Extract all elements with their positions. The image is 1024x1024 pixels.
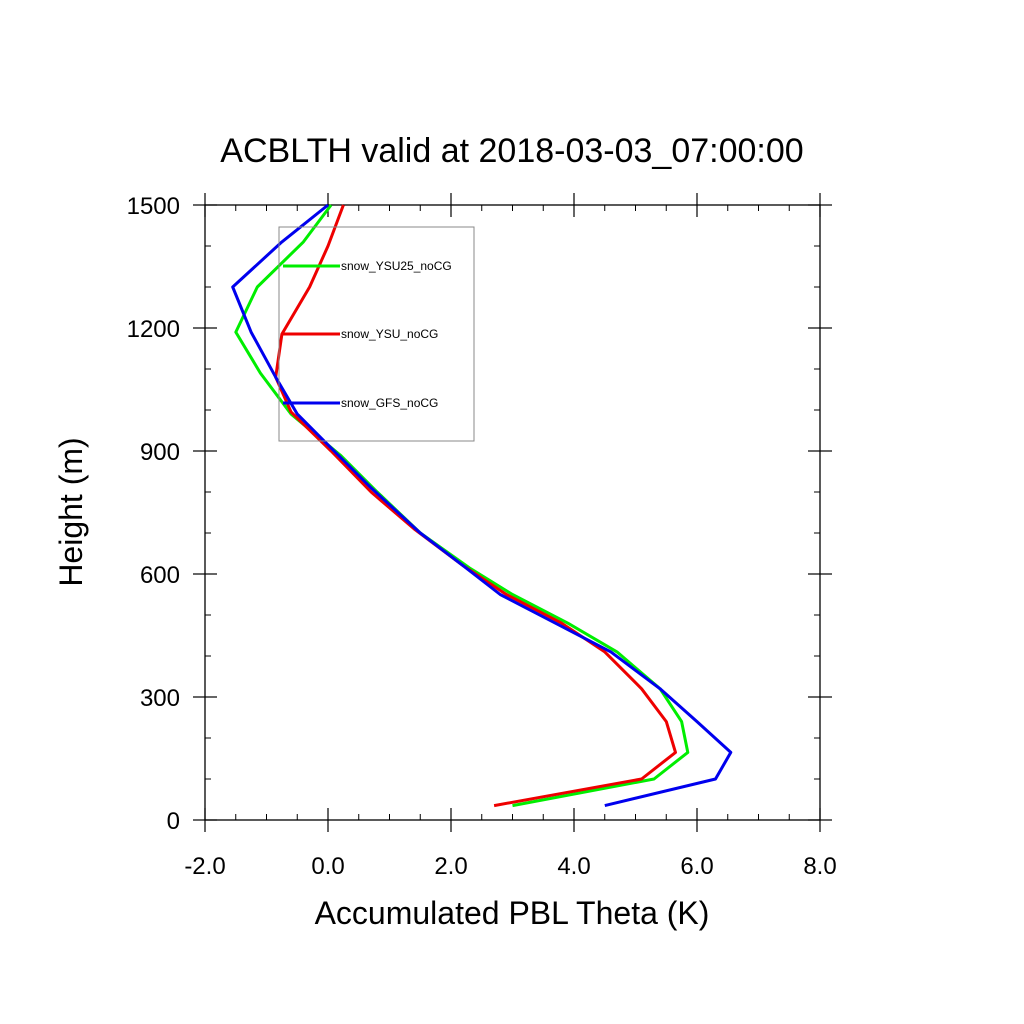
- legend: snow_YSU25_noCG snow_YSU_noCG snow_GFS_noC…: [278, 226, 475, 442]
- legend-label: snow_YSU25_noCG: [341, 259, 452, 273]
- x-tick-label: 4.0: [557, 853, 590, 880]
- legend-box: [278, 226, 475, 442]
- chart-title: ACBLTH valid at 2018-03-03_07:00:00: [220, 132, 803, 170]
- x-tick-label: 8.0: [803, 853, 836, 880]
- y-tick-label: 600: [140, 562, 180, 589]
- y-tick-label: 300: [140, 685, 180, 712]
- y-tick-label: 0: [167, 808, 180, 835]
- legend-label: snow_GFS_noCG: [341, 396, 438, 410]
- y-tick-label: 900: [140, 439, 180, 466]
- series-line-2: [274, 204, 677, 808]
- plot-frame: [204, 204, 821, 821]
- y-tick-label: 1200: [127, 316, 180, 343]
- y-tick-label: 1500: [127, 193, 180, 220]
- x-tick-label: 2.0: [434, 853, 467, 880]
- series-line-3: [231, 203, 733, 808]
- legend-label: snow_YSU_noCG: [341, 327, 438, 341]
- x-tick-label: 0.0: [311, 853, 344, 880]
- x-tick-label: -2.0: [184, 853, 225, 880]
- x-tick-label: 6.0: [680, 853, 713, 880]
- axis-ticks: [193, 193, 832, 832]
- y-axis-label: Height (m): [53, 437, 89, 586]
- tick-labels: -2.0 0.0 2.0 4.0 6.0 8.0 0 300 600 900 1200 1500: [127, 193, 837, 880]
- x-axis-label: Accumulated PBL Theta (K): [315, 895, 710, 931]
- series-lines: [231, 203, 733, 808]
